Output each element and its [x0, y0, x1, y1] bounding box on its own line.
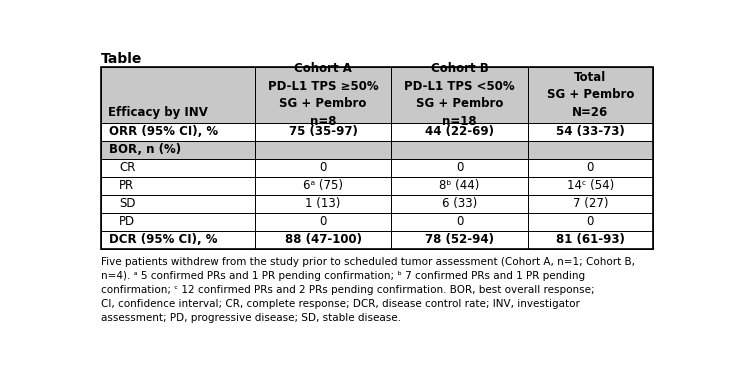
Text: PR: PR — [119, 179, 134, 192]
Bar — [528, 67, 653, 123]
Text: Total
SG + Pembro
N=26: Total SG + Pembro N=26 — [547, 71, 634, 119]
Bar — [392, 231, 528, 249]
Text: CR: CR — [119, 161, 136, 174]
Text: Cohort B
PD-L1 TPS <50%
SG + Pembro
n=18: Cohort B PD-L1 TPS <50% SG + Pembro n=18 — [404, 62, 515, 128]
Bar — [528, 213, 653, 231]
Bar — [528, 123, 653, 141]
Text: 0: 0 — [320, 161, 327, 174]
Bar — [255, 231, 392, 249]
Bar — [255, 195, 392, 213]
Bar — [100, 123, 255, 141]
Bar — [100, 177, 255, 195]
Bar — [100, 67, 653, 249]
Text: Cohort A
PD-L1 TPS ≥50%
SG + Pembro
n=8: Cohort A PD-L1 TPS ≥50% SG + Pembro n=8 — [268, 62, 378, 128]
Text: Efficacy by INV: Efficacy by INV — [108, 106, 208, 118]
Bar — [255, 123, 392, 141]
Bar — [255, 141, 392, 159]
Text: DCR (95% CI), %: DCR (95% CI), % — [110, 233, 218, 246]
Text: 0: 0 — [586, 215, 594, 228]
Text: 14ᶜ (54): 14ᶜ (54) — [567, 179, 614, 192]
Bar — [528, 159, 653, 177]
Text: 6 (33): 6 (33) — [442, 197, 477, 210]
Text: 44 (22-69): 44 (22-69) — [425, 125, 494, 138]
Text: 6ᵃ (75): 6ᵃ (75) — [303, 179, 343, 192]
Text: PD: PD — [119, 215, 136, 228]
Text: assessment; PD, progressive disease; SD, stable disease.: assessment; PD, progressive disease; SD,… — [100, 313, 400, 322]
Text: 78 (52-94): 78 (52-94) — [425, 233, 494, 246]
Text: ORR (95% CI), %: ORR (95% CI), % — [110, 125, 218, 138]
Text: 0: 0 — [320, 215, 327, 228]
Bar — [100, 231, 255, 249]
Bar — [392, 159, 528, 177]
Text: 75 (35-97): 75 (35-97) — [289, 125, 358, 138]
Text: n=4). ᵃ 5 confirmed PRs and 1 PR pending confirmation; ᵇ 7 confirmed PRs and 1 P: n=4). ᵃ 5 confirmed PRs and 1 PR pending… — [100, 271, 585, 281]
Bar — [100, 213, 255, 231]
Bar — [255, 213, 392, 231]
Text: 0: 0 — [456, 161, 464, 174]
Bar — [392, 67, 528, 123]
Text: Five patients withdrew from the study prior to scheduled tumor assessment (Cohor: Five patients withdrew from the study pr… — [100, 257, 634, 267]
Bar — [528, 177, 653, 195]
Bar — [255, 159, 392, 177]
Text: BOR, n (%): BOR, n (%) — [110, 143, 182, 156]
Bar — [392, 177, 528, 195]
Text: 8ᵇ (44): 8ᵇ (44) — [440, 179, 480, 192]
Bar — [100, 195, 255, 213]
Bar — [100, 67, 255, 123]
Text: 88 (47-100): 88 (47-100) — [284, 233, 362, 246]
Bar — [392, 141, 528, 159]
Bar — [528, 141, 653, 159]
Text: 0: 0 — [586, 161, 594, 174]
Bar — [100, 159, 255, 177]
Text: 7 (27): 7 (27) — [573, 197, 608, 210]
Bar — [392, 213, 528, 231]
Bar — [392, 195, 528, 213]
Text: 81 (61-93): 81 (61-93) — [556, 233, 625, 246]
Text: confirmation; ᶜ 12 confirmed PRs and 2 PRs pending confirmation. BOR, best overa: confirmation; ᶜ 12 confirmed PRs and 2 P… — [100, 285, 594, 295]
Text: SD: SD — [119, 197, 136, 210]
Bar — [528, 231, 653, 249]
Text: 0: 0 — [456, 215, 464, 228]
Bar — [392, 123, 528, 141]
Bar — [100, 141, 255, 159]
Text: 1 (13): 1 (13) — [305, 197, 340, 210]
Bar — [528, 195, 653, 213]
Bar — [255, 177, 392, 195]
Text: 54 (33-73): 54 (33-73) — [556, 125, 625, 138]
Text: CI, confidence interval; CR, complete response; DCR, disease control rate; INV, : CI, confidence interval; CR, complete re… — [100, 299, 580, 309]
Text: Table: Table — [100, 52, 142, 66]
Bar — [255, 67, 392, 123]
